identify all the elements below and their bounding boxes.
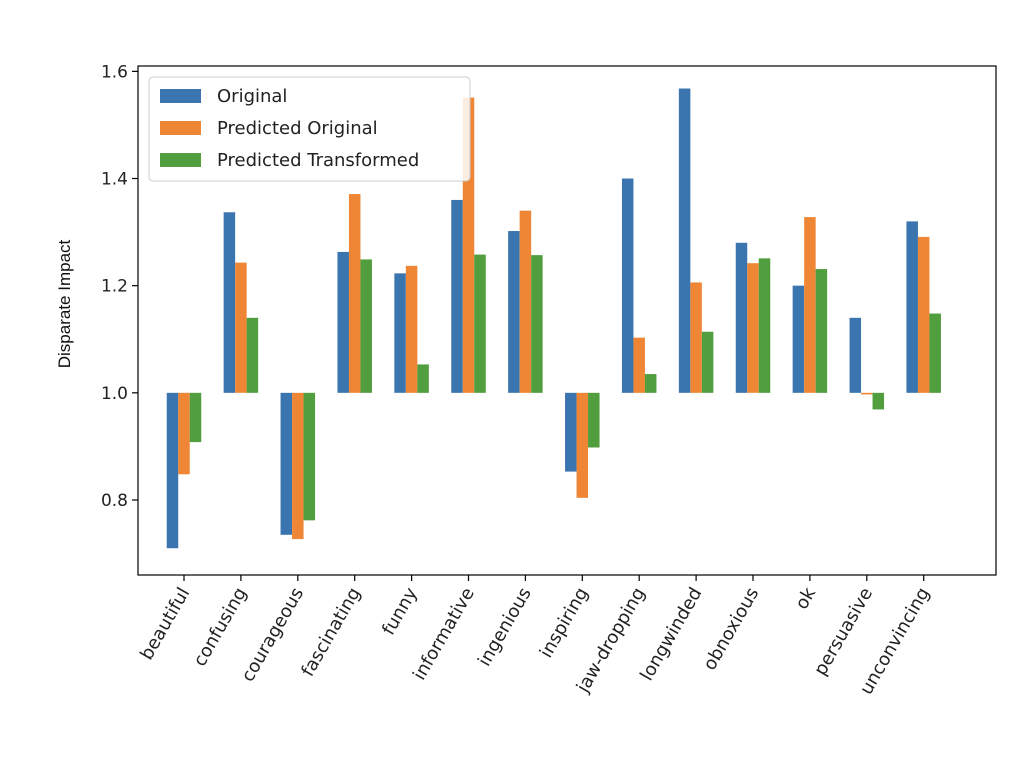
y-axis: 0.8 1.0 1.2 1.4 1.6 (101, 62, 138, 511)
bar (906, 221, 918, 393)
bar (246, 317, 259, 393)
y-axis-label: Disparate Impact (55, 239, 74, 368)
y-tick-label: 0.8 (101, 491, 128, 511)
x-category-label: fascinating (297, 584, 365, 680)
y-tick-label: 1.2 (101, 277, 128, 297)
legend-swatch (160, 121, 201, 135)
legend: Original Predicted Original Predicted Tran… (148, 76, 471, 182)
bar (588, 392, 600, 448)
bar (337, 251, 349, 393)
bar (531, 255, 543, 393)
bar (508, 231, 520, 393)
legend-label: Original (217, 86, 287, 107)
bar (872, 392, 885, 410)
bar (792, 285, 805, 393)
bar (678, 88, 691, 393)
bar (394, 273, 406, 393)
bar (178, 392, 190, 475)
bar (633, 337, 645, 393)
x-category-label: informative (409, 584, 479, 684)
y-tick-label: 1.6 (101, 62, 128, 82)
x-category-label: persuasive (810, 584, 877, 679)
bars-group (166, 88, 941, 549)
x-category-label: ok (791, 584, 820, 614)
bar (576, 392, 589, 498)
bar (815, 269, 828, 393)
bar (621, 178, 634, 393)
bar (735, 242, 748, 393)
legend-box (148, 76, 471, 182)
y-tick-label: 1.0 (101, 384, 128, 404)
legend-label: Predicted Transformed (217, 150, 419, 171)
bar (519, 210, 532, 393)
x-category-label: obnoxious (699, 584, 763, 674)
x-category-label: funny (378, 584, 422, 639)
legend-swatch (160, 153, 201, 167)
x-category-label: inspiring (536, 584, 593, 662)
bar (917, 236, 930, 393)
bar (690, 282, 702, 393)
bar (701, 331, 714, 393)
bar (474, 254, 486, 393)
bar (565, 392, 577, 472)
bar (747, 263, 759, 393)
bar (292, 392, 304, 540)
bar (861, 392, 873, 395)
bar (929, 313, 941, 393)
bar (644, 374, 657, 393)
bar (360, 259, 372, 393)
bar (405, 265, 418, 393)
plot-frame (137, 65, 997, 576)
bar (758, 258, 771, 393)
bar (303, 392, 316, 521)
legend-label: Predicted Original (217, 118, 378, 139)
bar (235, 262, 247, 393)
x-category-label: ingenious (474, 584, 536, 670)
x-category-label: beautiful (136, 584, 194, 664)
bar (462, 97, 475, 393)
bar (417, 364, 429, 393)
bar (223, 212, 236, 393)
legend-swatch (160, 89, 201, 103)
bar (451, 199, 463, 393)
bar (189, 392, 202, 443)
bar (348, 194, 361, 393)
bar (280, 392, 293, 535)
x-category-label: confusing (189, 584, 251, 670)
y-tick-label: 1.4 (101, 170, 128, 190)
bar (804, 217, 816, 393)
bar (166, 392, 179, 549)
bar (849, 317, 862, 393)
